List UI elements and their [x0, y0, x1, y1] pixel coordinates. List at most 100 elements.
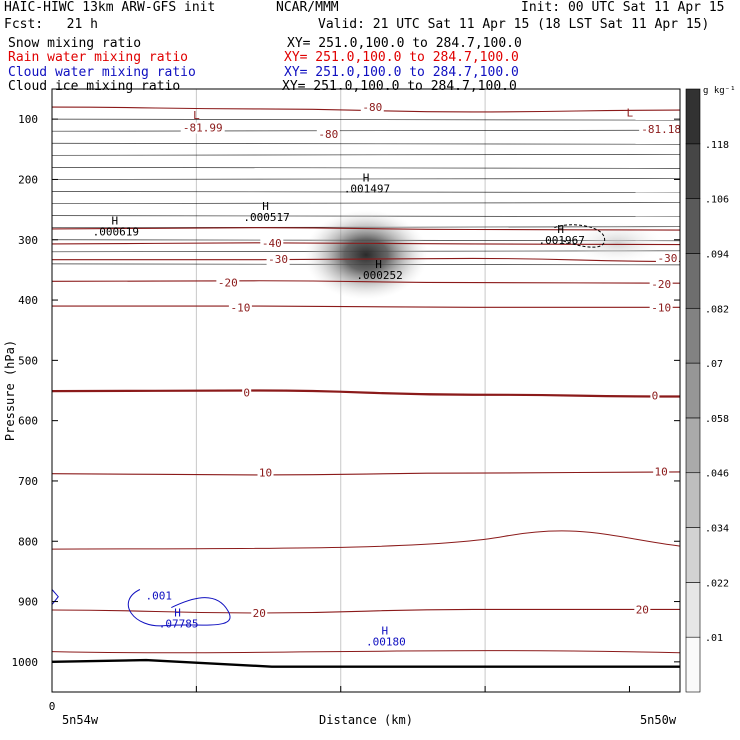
temperature-contour	[51, 389, 681, 398]
extremum-value: .001497	[344, 182, 390, 195]
x-axis-title: Distance (km)	[319, 713, 413, 727]
colorbar-tick-label: .082	[705, 304, 729, 315]
x-left-label: 5n54w	[62, 713, 99, 727]
label-bg	[655, 252, 679, 264]
snow-max-shading	[304, 209, 428, 300]
label-bg	[634, 604, 651, 616]
temperature-contour	[51, 242, 681, 246]
x-right-label: 5n50w	[640, 713, 677, 727]
field-name-cloud-ice: Cloud ice mixing ratio	[8, 79, 181, 94]
colorbar-segment	[685, 88, 701, 145]
colorbar-segment	[685, 417, 701, 474]
field-name-snow: Snow mixing ratio	[8, 36, 142, 51]
colorbar-segment	[685, 582, 701, 638]
contour-label: -10	[651, 301, 671, 314]
label-bg	[639, 123, 684, 135]
extremum-marker: L	[626, 107, 633, 120]
center-label: NCAR/MMM	[276, 0, 339, 15]
y-tick-label: 900	[18, 596, 38, 609]
extremum-value: .00180	[366, 636, 406, 649]
label-bg	[653, 466, 670, 478]
valid-time: Valid: 21 UTC Sat 11 Apr 15 (18 LST Sat …	[318, 17, 710, 32]
label-bg	[251, 608, 268, 620]
contour-label: 0	[243, 386, 250, 399]
extremum-value: .000252	[356, 269, 402, 282]
label-bg	[650, 390, 660, 402]
colorbar-segment	[685, 472, 701, 528]
extremum-marker: H	[382, 625, 389, 638]
contour-label: -81.18	[641, 123, 681, 136]
temperature-contour	[51, 608, 680, 614]
colorbar-tick-label: .118	[705, 140, 729, 151]
extremum-marker: H	[111, 215, 118, 228]
extremum-value: .000619	[93, 226, 139, 239]
contour-label: 0	[652, 389, 659, 402]
field-xy-rain: XY= 251.0,100.0 to 284.7,100.0	[284, 50, 519, 65]
cloud-water-contour	[127, 589, 231, 627]
extremum-marker: H	[363, 171, 370, 184]
colorbar-tick-label: .034	[705, 524, 729, 535]
colorbar-tick-label: .058	[705, 414, 729, 425]
colorbar-segment	[685, 307, 701, 364]
isentrope-line	[51, 118, 681, 121]
isentrope-line	[51, 167, 681, 169]
y-tick-label: 600	[18, 415, 38, 428]
temperature-contour	[51, 650, 681, 654]
label-bg	[260, 237, 284, 249]
contour-label: -20	[651, 278, 671, 291]
contour-label: 10	[259, 467, 272, 480]
y-tick-label: 700	[18, 475, 38, 488]
temperature-contour	[51, 280, 681, 284]
temperature-contour	[51, 227, 681, 231]
field-xy-cloud-ice: XY= 251.0,100.0 to 284.7,100.0	[282, 79, 517, 94]
y-tick-label: 500	[18, 354, 38, 367]
field-name-cloud-water: Cloud water mixing ratio	[8, 65, 196, 80]
isentrope-line	[51, 191, 681, 193]
colorbar-segment	[685, 362, 701, 419]
contour-label: 20	[253, 607, 266, 620]
isentrope-line	[51, 202, 681, 204]
extremum-marker: H	[262, 200, 269, 213]
colorbar-tick-label: .07	[705, 359, 723, 370]
extremum-value: .001967	[539, 234, 585, 247]
terrain-line	[51, 658, 680, 668]
label-bg	[257, 467, 274, 479]
contour-label: 20	[636, 603, 649, 616]
label-bg	[649, 302, 673, 314]
isentrope-line	[51, 142, 681, 145]
init-time: Init: 00 UTC Sat 11 Apr 15	[521, 0, 725, 15]
label-bg	[180, 122, 225, 134]
field-xy-cloud-water: XY= 251.0,100.0 to 284.7,100.0	[284, 65, 519, 80]
label-bg	[228, 302, 252, 314]
cloud-water-label: .001	[146, 590, 173, 603]
isentrope-line	[51, 129, 681, 132]
cloud-water-contour	[51, 589, 59, 605]
colorbar-segment	[685, 253, 701, 309]
y-tick-label: 100	[18, 113, 38, 126]
plot-frame	[51, 88, 681, 693]
contour-label: -10	[230, 301, 250, 314]
y-tick-label: 200	[18, 173, 38, 186]
contour-label: -30	[658, 252, 678, 265]
temperature-contour	[51, 530, 681, 550]
field-xy-snow: XY= 251.0,100.0 to 284.7,100.0	[287, 36, 522, 51]
contour-label: -81.99	[183, 122, 223, 135]
label-bg	[266, 254, 290, 266]
label-bg	[316, 129, 340, 141]
colorbar-tick-label: .106	[705, 195, 729, 206]
y-axis-title: Pressure (hPa)	[3, 340, 17, 441]
isentrope-line	[51, 153, 681, 156]
contour-label: 10	[655, 465, 668, 478]
y-tick-label: 400	[18, 294, 38, 307]
contour-label: -80	[318, 128, 338, 141]
y-tick-label: 1000	[12, 656, 39, 669]
extremum-marker: L	[193, 109, 200, 122]
extremum-marker: H	[375, 258, 382, 271]
forecast-hour: Fcst: 21 h	[4, 17, 98, 32]
contour-label: -40	[262, 237, 282, 250]
snow-weak-shading	[572, 222, 663, 263]
label-bg	[216, 277, 240, 289]
y-tick-label: 300	[18, 234, 38, 247]
y-tick-label: 800	[18, 535, 38, 548]
